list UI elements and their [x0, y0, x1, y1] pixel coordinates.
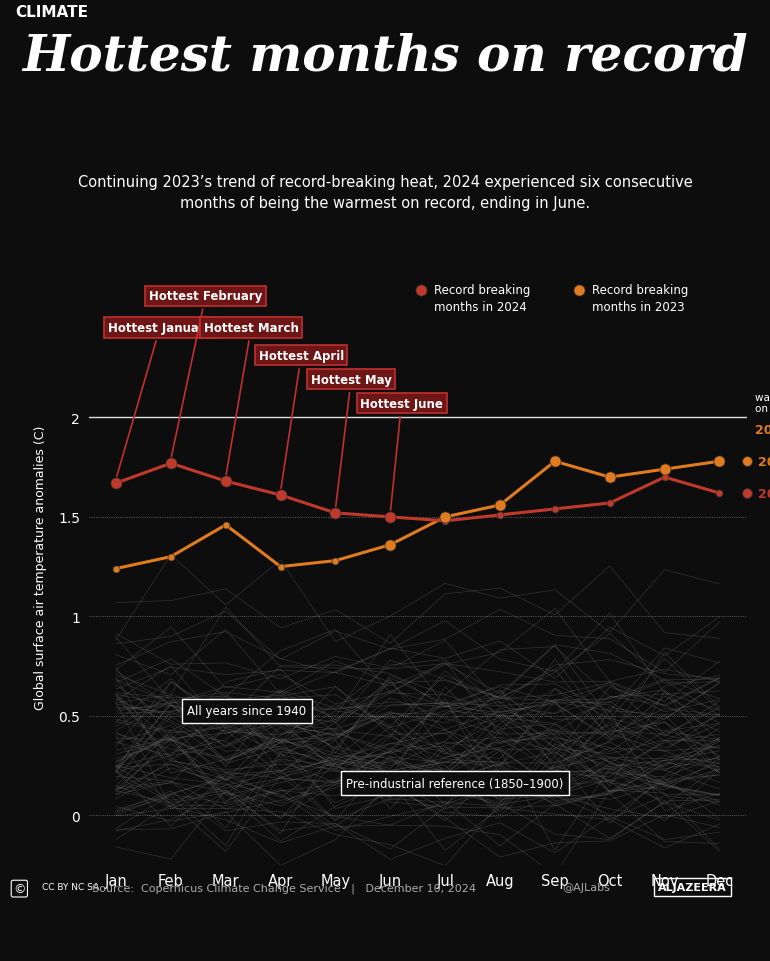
Text: Hottest January: Hottest January	[108, 322, 212, 477]
Text: Hottest June: Hottest June	[360, 397, 443, 510]
Text: 2023: 2023	[758, 456, 770, 468]
Text: Continuing 2023’s trend of record-breaking heat, 2024 experienced six consecutiv: Continuing 2023’s trend of record-breaki…	[78, 175, 692, 210]
Text: ALJAZEERA: ALJAZEERA	[658, 882, 727, 892]
Y-axis label: Global surface air temperature anomalies (C): Global surface air temperature anomalies…	[34, 425, 47, 709]
Text: Hottest March: Hottest March	[204, 322, 299, 475]
Text: Hottest April: Hottest April	[259, 350, 344, 489]
Text: Pre-industrial reference (1850–1900): Pre-industrial reference (1850–1900)	[346, 777, 564, 790]
Text: All years since 1940: All years since 1940	[187, 704, 306, 718]
Text: warmest year
on record: warmest year on record	[755, 392, 770, 414]
Text: ©: ©	[13, 882, 25, 896]
Text: 2024: 2024	[758, 487, 770, 500]
Text: Record breaking
months in 2024: Record breaking months in 2024	[434, 284, 531, 314]
Text: Hottest May: Hottest May	[311, 373, 392, 506]
Text: CLIMATE: CLIMATE	[15, 6, 89, 20]
Text: @AJLabs: @AJLabs	[562, 882, 610, 892]
Text: CC BY NC SA: CC BY NC SA	[42, 882, 99, 891]
Text: Record breaking
months in 2023: Record breaking months in 2023	[592, 284, 688, 314]
Text: 2023: 2023	[755, 424, 770, 437]
Text: Source:  Copernicus Climate Change Service   |   December 10, 2024: Source: Copernicus Climate Change Servic…	[92, 882, 477, 893]
Text: Hottest February: Hottest February	[149, 290, 263, 457]
Text: Hottest months on record: Hottest months on record	[22, 33, 748, 82]
